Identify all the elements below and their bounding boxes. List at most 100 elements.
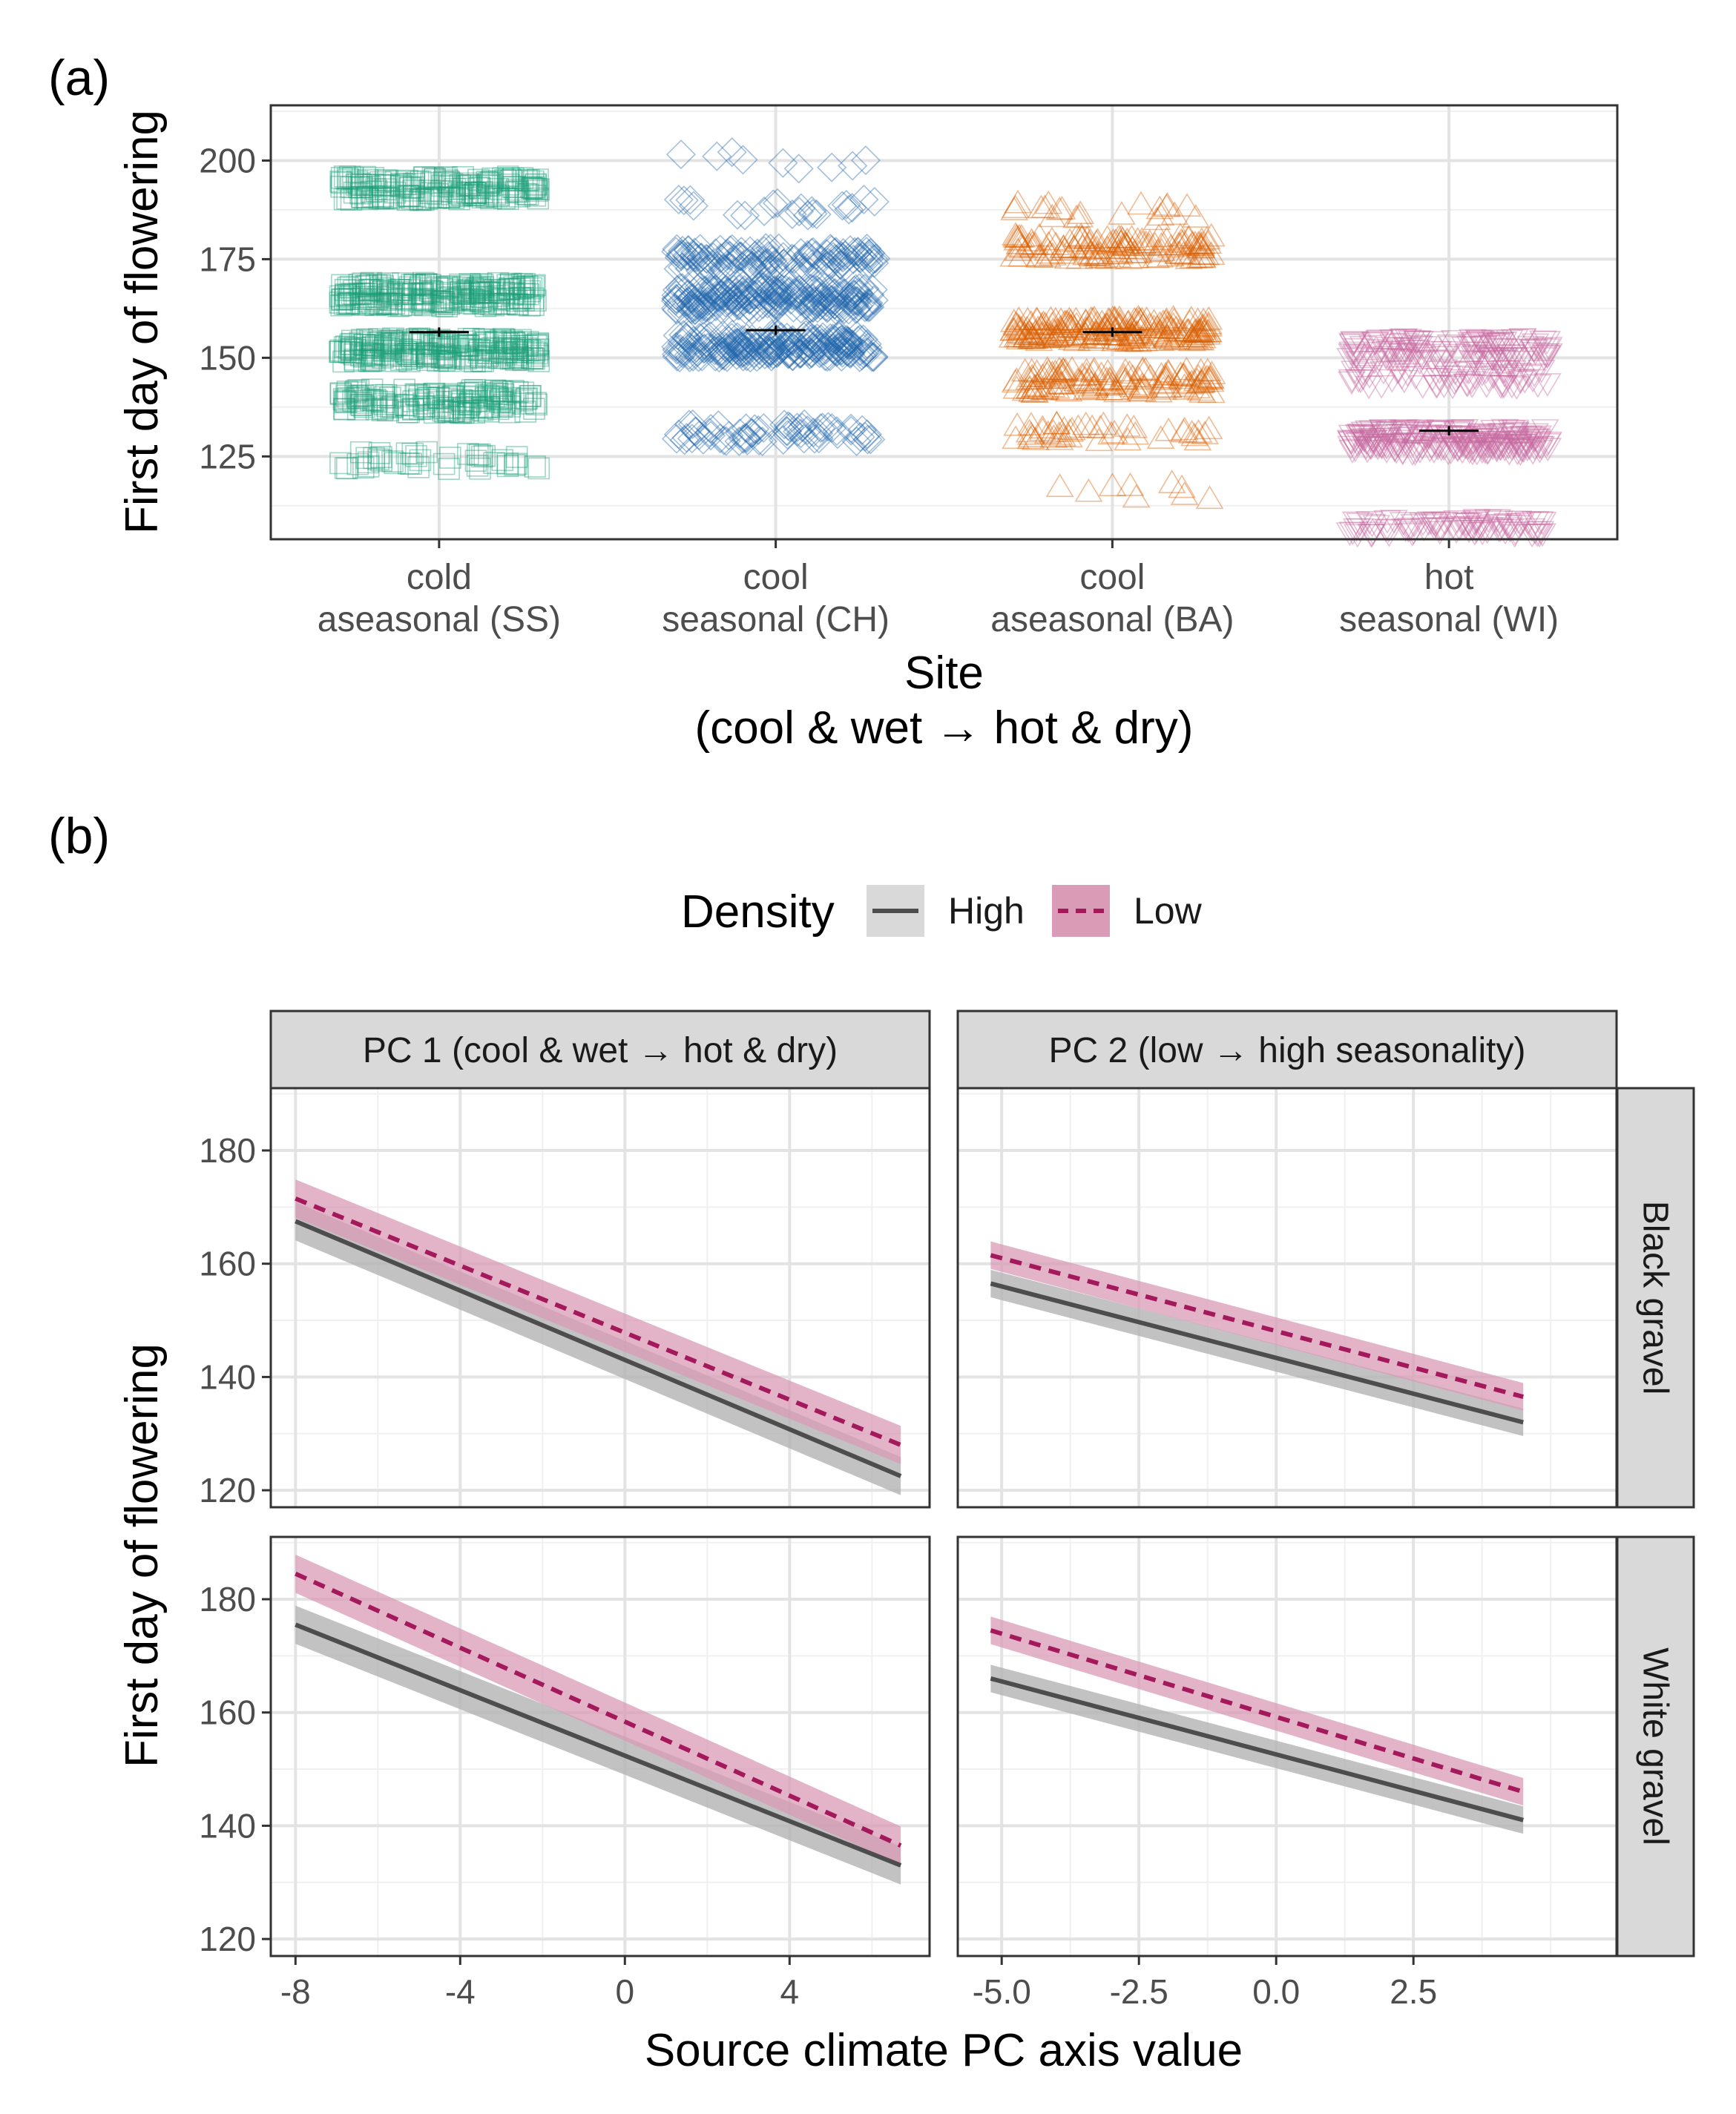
data-point [850,337,881,368]
x-tick-label: aseasonal (SS) [318,600,561,639]
data-point [662,320,693,351]
data-point [1020,379,1048,403]
data-point [823,320,854,351]
data-point [816,284,847,315]
x-tick-label: cool [1079,558,1145,597]
data-point [415,273,438,296]
data-point [757,325,787,355]
data-point [473,444,496,467]
data-point [1116,328,1145,352]
data-point [366,344,389,366]
data-point [1470,440,1499,464]
data-point [408,388,430,411]
data-point [843,237,873,267]
data-point [1424,349,1453,374]
data-point [1421,331,1450,355]
data-point [385,393,408,416]
data-point [1071,411,1100,435]
data-point [1056,418,1085,442]
data-point [343,343,366,366]
data-point [1172,356,1201,381]
data-point [753,335,783,366]
data-point [774,277,804,308]
data-point [369,331,392,354]
data-point [464,279,487,302]
data-point [836,337,867,368]
data-point [810,332,841,362]
data-point [834,330,864,360]
data-point [702,283,732,313]
data-point [762,286,792,316]
data-point [487,177,510,200]
data-point [409,449,432,472]
data-point [492,167,514,190]
data-point [686,242,717,272]
data-point [681,333,711,363]
data-point [706,336,737,366]
data-point [1430,375,1459,399]
data-point [782,412,812,443]
data-point [1116,317,1145,342]
data-point [1067,369,1096,394]
data-point [1046,371,1075,395]
data-point [349,384,372,407]
data-point [1140,320,1168,345]
data-point [709,276,740,306]
data-point [331,171,353,194]
data-point [726,281,757,312]
data-point [759,289,789,320]
data-point [481,337,504,360]
data-point [1392,420,1420,444]
data-point [1418,368,1447,392]
data-point [358,279,381,301]
data-point [360,273,382,296]
data-point [512,340,535,363]
data-point [470,181,493,203]
data-point [754,338,785,369]
data-point [433,335,456,358]
data-point [841,293,872,323]
data-point [513,283,536,305]
data-point [840,237,870,267]
data-point [747,427,777,457]
data-point [381,450,404,472]
data-point [1389,342,1418,366]
data-point [766,275,796,306]
data-point [819,290,849,320]
data-point [415,342,438,365]
data-point [1126,308,1155,332]
data-point [333,165,356,188]
data-point [794,241,824,271]
data-point [1016,425,1045,450]
data-point [821,325,851,355]
data-point [357,455,380,478]
data-point [432,396,454,419]
data-point [813,412,844,442]
data-point [1152,307,1181,331]
data-point [848,339,879,369]
data-point [830,240,861,271]
data-point [855,292,885,323]
data-point [1130,327,1159,352]
data-point [1081,321,1110,345]
data-point [817,152,847,182]
data-point [496,165,519,188]
data-point [452,165,474,188]
data-point [349,441,372,464]
data-point [663,185,694,215]
data-point [333,336,356,358]
data-point [398,185,420,208]
data-point [498,335,521,358]
data-point [821,416,852,447]
data-point [1028,417,1057,441]
data-point [479,282,502,304]
data-point [837,329,867,360]
data-point [686,243,717,273]
data-point [1407,344,1436,369]
data-point [397,343,419,366]
data-point [1066,200,1095,225]
data-point [796,337,826,368]
data-point [1197,379,1226,404]
data-point [1188,312,1217,337]
